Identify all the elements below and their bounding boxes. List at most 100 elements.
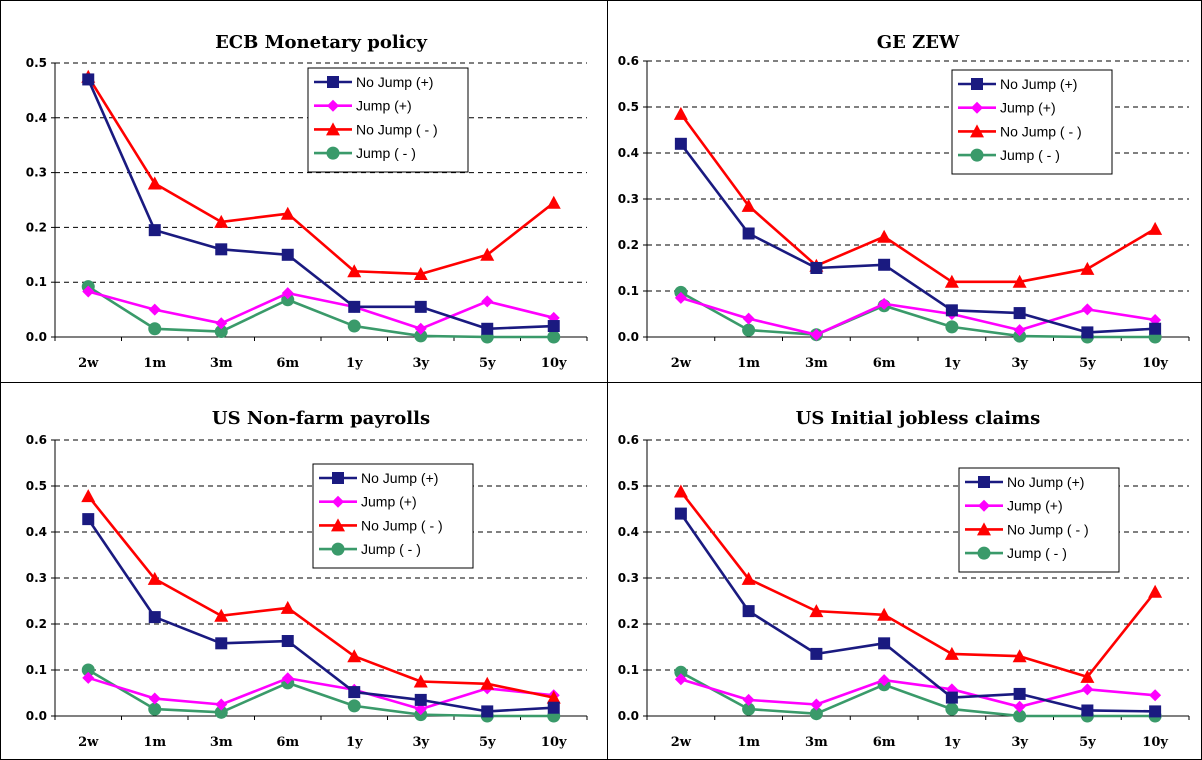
y-tick-label: 0.6 <box>26 433 47 447</box>
legend-item-no-jump-neg: No Jump ( - ) <box>314 121 438 137</box>
data-point-no-jump-pos <box>348 686 361 699</box>
y-tick-label: 0.2 <box>618 617 639 631</box>
legend-label: No Jump ( - ) <box>1000 123 1082 139</box>
data-point-no-jump-pos <box>414 693 427 706</box>
y-tick-label: 0.2 <box>618 238 639 252</box>
y-tick-label: 0.5 <box>618 100 639 114</box>
chart-panel-us-ijc: US Initial jobless claims 0.0 0.1 0.2 0.3 0.4… <box>607 382 1202 760</box>
data-point-no-jump-neg <box>546 195 561 209</box>
data-point-no-jump-pos <box>878 258 891 271</box>
data-point-no-jump-pos <box>215 637 228 650</box>
y-tick-label: 0.0 <box>618 709 639 723</box>
legend-marker-circle <box>326 146 340 160</box>
data-point-no-jump-pos <box>945 691 958 704</box>
legend-item-no-jump-neg: No Jump ( - ) <box>958 123 1082 139</box>
x-tick-label: 10y <box>1142 356 1168 371</box>
data-point-no-jump-pos <box>810 647 823 660</box>
legend-label: Jump ( - ) <box>1000 147 1060 163</box>
data-point-no-jump-neg <box>877 229 892 243</box>
data-point-no-jump-neg <box>81 489 96 503</box>
data-point-jump-pos <box>1013 700 1026 713</box>
x-tick-label: 3y <box>1011 356 1028 371</box>
data-point-jump-neg <box>945 702 959 716</box>
x-tick-label: 3m <box>210 356 233 371</box>
legend-label: No Jump ( - ) <box>356 121 438 137</box>
legend-marker-circle <box>977 546 991 560</box>
data-point-no-jump-neg <box>1148 584 1163 598</box>
data-point-no-jump-pos <box>742 227 755 240</box>
legend-item-no-jump-neg: No Jump ( - ) <box>319 517 443 533</box>
legend-marker-circle <box>970 148 984 162</box>
y-tick-label: 0.1 <box>618 663 639 677</box>
data-point-no-jump-pos <box>281 635 294 648</box>
y-tick-label: 0.3 <box>26 166 47 180</box>
chart-panel-us-nfp: US Non-farm payrolls 0.0 0.1 0.2 0.3 0.4 0.5 0.… <box>0 382 607 760</box>
chart-title: ECB Monetary policy <box>215 32 427 53</box>
data-point-no-jump-pos <box>1081 704 1094 717</box>
chart-title: US Initial jobless claims <box>796 408 1041 429</box>
data-point-jump-neg <box>347 699 361 713</box>
legend-item-no-jump-pos: No Jump (+) <box>314 74 433 90</box>
chart-panel-ge-zew: GE ZEW 0.0 0.1 0.2 0.3 0.4 0.5 0.6 2w 1m 3m 6m 1y 3y 5… <box>607 0 1202 382</box>
chart-us-initial-jobless-claims: US Initial jobless claims 0.0 0.1 0.2 0.3 0.4… <box>618 408 1190 750</box>
legend-label: Jump ( - ) <box>356 145 416 161</box>
x-tick-label: 1m <box>143 735 166 750</box>
y-tick-label: 0.0 <box>26 709 47 723</box>
data-point-jump-neg <box>148 702 162 716</box>
y-tick-label: 0.6 <box>618 54 639 68</box>
legend-label: No Jump (+) <box>1007 474 1084 490</box>
x-tick-label: 3y <box>412 735 429 750</box>
data-point-no-jump-pos <box>878 637 891 650</box>
data-point-jump-pos <box>742 312 755 325</box>
legend-label: Jump ( - ) <box>1007 545 1067 561</box>
data-point-no-jump-pos <box>674 507 687 520</box>
data-point-no-jump-neg <box>1080 261 1095 275</box>
legend-label: Jump ( - ) <box>361 541 421 557</box>
legend-label: No Jump (+) <box>356 74 433 90</box>
data-point-no-jump-pos <box>1081 326 1094 339</box>
data-point-no-jump-pos <box>481 322 494 335</box>
data-point-no-jump-neg <box>147 176 162 190</box>
legend-marker-square <box>332 472 344 484</box>
x-tick-label: 6m <box>276 356 299 371</box>
legend: No Jump (+) Jump (+) No Jump ( - ) Jump ( -… <box>958 467 1120 573</box>
legend: No Jump (+) Jump (+) No Jump ( - ) Jump ( -… <box>312 463 474 569</box>
data-point-no-jump-pos <box>148 224 161 237</box>
y-tick-label: 0.4 <box>26 525 47 539</box>
data-point-no-jump-pos <box>281 248 294 261</box>
legend-marker-square <box>971 78 983 90</box>
legend-item-no-jump-pos: No Jump (+) <box>319 470 438 486</box>
data-point-jump-pos <box>810 698 823 711</box>
x-tick-label: 10y <box>1142 735 1168 750</box>
data-point-jump-pos <box>481 295 494 308</box>
data-point-no-jump-pos <box>1149 322 1162 335</box>
x-tick-label: 3m <box>805 356 828 371</box>
x-tick-label: 6m <box>873 356 896 371</box>
x-tick-label: 5y <box>1079 356 1096 371</box>
legend-marker-square <box>978 476 990 488</box>
x-tick-label: 5y <box>479 735 496 750</box>
y-tick-label: 0.6 <box>618 433 639 447</box>
data-point-no-jump-pos <box>945 304 958 317</box>
data-point-no-jump-pos <box>1149 705 1162 718</box>
data-point-jump-neg <box>347 319 361 333</box>
data-point-no-jump-pos <box>810 262 823 274</box>
y-tick-label: 0.0 <box>618 330 639 344</box>
x-tick-label: 10y <box>541 356 567 371</box>
x-tick-label: 1m <box>143 356 166 371</box>
data-point-jump-pos <box>742 693 755 706</box>
chart-us-non-farm-payrolls: US Non-farm payrolls 0.0 0.1 0.2 0.3 0.4 0.5 0.… <box>26 408 588 750</box>
legend-label: Jump (+) <box>356 98 412 114</box>
x-tick-label: 6m <box>873 735 896 750</box>
y-tick-label: 0.3 <box>618 571 639 585</box>
legend-item-no-jump-neg: No Jump ( - ) <box>965 521 1089 537</box>
x-tick-label: 3m <box>210 735 233 750</box>
data-point-no-jump-pos <box>82 513 95 526</box>
x-tick-label: 5y <box>479 356 496 371</box>
data-point-no-jump-pos <box>148 611 161 624</box>
x-tick-label: 6m <box>276 735 299 750</box>
x-tick-label: 1y <box>346 735 363 750</box>
legend-label: No Jump (+) <box>1000 76 1077 92</box>
legend: No Jump (+) Jump (+) No Jump ( - ) Jump ( -… <box>951 69 1113 175</box>
